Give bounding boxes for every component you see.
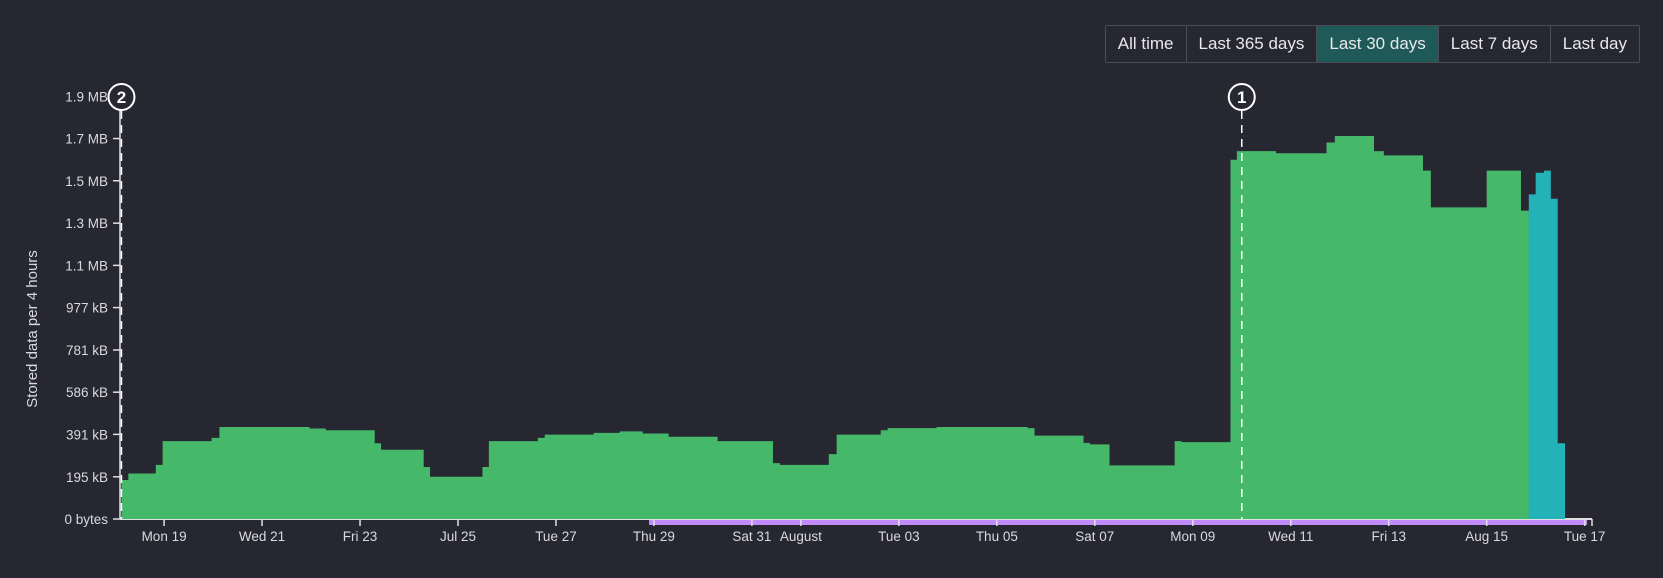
x-tick-label: Jul 25 [440,529,476,544]
y-tick-label: 1.7 MB [65,132,108,147]
x-tick-label: Thu 29 [633,529,675,544]
x-tick-label: Wed 11 [1268,529,1313,544]
range-button-last-30-days[interactable]: Last 30 days [1316,26,1438,62]
y-tick-label: 586 kB [66,385,108,400]
y-axis: 0 bytes 195 kB 391 kB 586 kB 781 kB 977 kB 1.1… [64,89,121,527]
x-tick-label: Tue 17 [1564,529,1606,544]
y-tick-label: 781 kB [66,343,108,358]
x-tick-label: Sat 07 [1075,529,1114,544]
y-tick-label: 1.3 MB [65,216,108,231]
annotation-marker-label: 1 [1237,88,1246,107]
series-layer [121,135,1566,520]
range-button-last-365-days[interactable]: Last 365 days [1185,26,1317,62]
series-recent-area [1528,170,1566,520]
y-tick-label: 1.5 MB [65,174,108,189]
x-tick-label: Wed 21 [239,529,285,544]
x-tick-label: Fri 23 [343,529,378,544]
x-tick-label: Fri 13 [1371,529,1406,544]
time-range-selector: All time Last 365 days Last 30 days Last 7 … [1104,25,1640,63]
annotation-marker-circle [1227,83,1256,111]
y-tick-label: 0 bytes [64,512,108,527]
y-tick-label: 391 kB [66,427,108,442]
range-button-last-7-days[interactable]: Last 7 days [1437,26,1550,62]
annotation-marker-label: 2 [117,88,126,107]
x-tick-label: Mon 09 [1170,529,1215,544]
series-stored-area [121,135,1536,519]
y-tick-label: 977 kB [66,301,108,316]
x-tick-label: Sat 31 [732,529,771,544]
x-tick-label: Tue 03 [878,529,920,544]
y-tick-label: 195 kB [66,470,108,485]
x-tick-label: Thu 05 [976,529,1018,544]
selected-range-bar [649,520,1588,525]
x-axis: Mon 19 Wed 21 Fri 23 Jul 25 Tue 27 Thu 29 Sat … [120,518,1606,544]
x-tick-label: Mon 19 [142,529,187,544]
annotation-marker-circle [107,83,136,111]
y-tick-label: 1.9 MB [65,89,108,104]
x-tick-label: Aug 15 [1465,529,1508,544]
range-button-last-day[interactable]: Last day [1549,26,1639,62]
y-tick-label: 1.1 MB [65,258,108,273]
y-axis-title: Stored data per 4 hours [24,250,41,408]
x-tick-label: August [780,529,822,544]
range-button-all-time[interactable]: All time [1117,34,1174,53]
x-tick-label: Tue 27 [535,529,577,544]
